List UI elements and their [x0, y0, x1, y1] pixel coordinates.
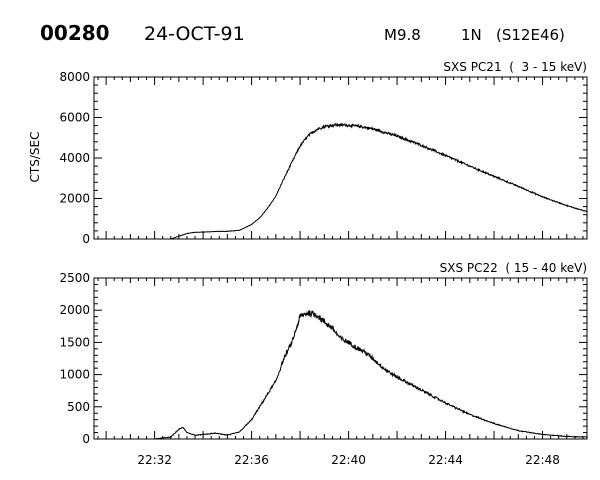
event-id: 00280	[40, 21, 110, 45]
x-tick-labels: 22:32 22:36 22:40 22:44 22:48	[137, 453, 560, 467]
panel-title: SXS PC22 ( 15 - 40 keV)	[440, 261, 587, 275]
event-date: 24-OCT-91	[144, 23, 245, 45]
series-line-pc22	[106, 310, 588, 440]
panel-title: SXS PC21 ( 3 - 15 keV)	[443, 60, 587, 74]
y-tick-label: 6000	[59, 111, 90, 125]
x-tick-label: 22:48	[525, 453, 560, 467]
axes-pc21	[94, 76, 587, 240]
y-tick-label: 2000	[59, 303, 90, 317]
x-tick-label: 22:44	[428, 453, 463, 467]
y-tick-label: 0	[82, 432, 90, 446]
x-tick-label: 22:32	[137, 453, 172, 467]
y-tick-label: 8000	[59, 70, 90, 84]
x-tick-label: 22:36	[234, 453, 269, 467]
y-tick-label: 2000	[59, 192, 90, 206]
plot-frame	[93, 277, 588, 440]
x-tick-label: 22:40	[331, 453, 366, 467]
ticklabels-pc21: 0 2000 4000 6000 8000	[59, 70, 90, 246]
y-axis-label: CTS/SEC	[28, 132, 42, 183]
goes-class: M9.8	[384, 26, 421, 44]
ticklabels-pc22: 0 500 1000 1500 2000 2500	[59, 271, 90, 446]
y-tick-label: 2500	[59, 271, 90, 285]
axes-pc22	[94, 277, 587, 440]
y-tick-label: 4000	[59, 151, 90, 165]
importance: 1N	[461, 26, 482, 44]
flare-location: (S12E46)	[496, 26, 565, 44]
y-tick-label: 1000	[59, 368, 90, 382]
panel-pc21: SXS PC21 ( 3 - 15 keV) CTS/SEC 0 2000 4000…	[28, 60, 588, 246]
panel-pc22: SXS PC22 ( 15 - 40 keV) 0 500 1000 1500 2000…	[59, 261, 588, 446]
series-line-pc21	[106, 122, 588, 240]
y-tick-label: 1500	[59, 335, 90, 349]
plot-frame	[93, 76, 588, 240]
y-tick-label: 500	[67, 400, 90, 414]
y-tick-label: 0	[82, 232, 90, 246]
